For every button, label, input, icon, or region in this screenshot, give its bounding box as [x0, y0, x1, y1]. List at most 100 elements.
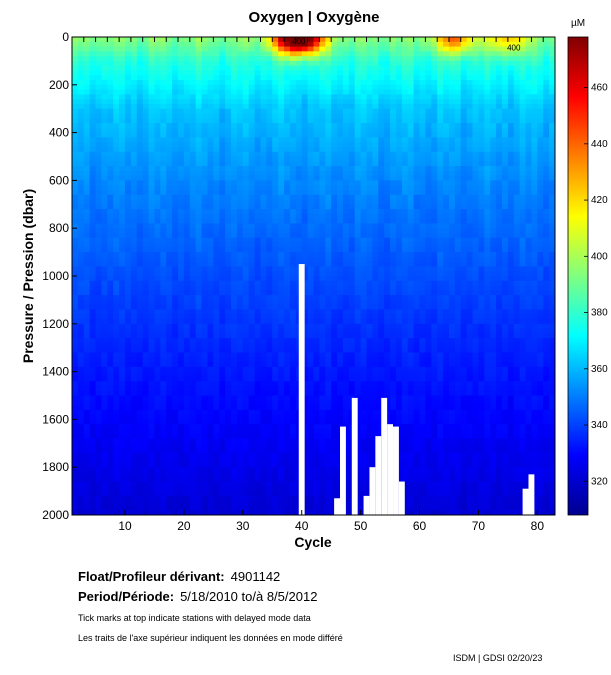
heatmap-cell [183, 276, 191, 282]
heatmap-cell [172, 209, 179, 215]
heatmap-cell [354, 467, 362, 473]
heatmap-cell [195, 448, 203, 454]
heatmap-cell [77, 452, 85, 459]
heatmap-cell [119, 151, 126, 157]
heatmap-cell [342, 51, 350, 57]
heatmap-cell [172, 256, 179, 263]
heatmap-cell [319, 357, 326, 363]
heatmap-cell [195, 228, 203, 234]
heatmap-cell [354, 228, 362, 234]
heatmap-cell [72, 127, 79, 134]
heatmap-cell [360, 309, 368, 315]
heatmap-cell [148, 237, 155, 244]
heatmap-cell [89, 146, 97, 153]
heatmap-cell [160, 89, 167, 95]
heatmap-cell [207, 357, 214, 363]
heatmap-cell [207, 89, 214, 95]
heatmap-cell [307, 333, 314, 339]
heatmap-cell [242, 175, 250, 181]
heatmap-cell [189, 347, 197, 353]
heatmap-cell [225, 462, 232, 468]
heatmap-cell [325, 156, 332, 162]
heatmap-cell [195, 51, 203, 57]
heatmap-cell [219, 314, 226, 320]
heatmap-cell [325, 510, 332, 516]
heatmap-cell [189, 94, 197, 100]
heatmap-cell [125, 342, 132, 349]
heatmap-cell [219, 161, 226, 167]
heatmap-cell [101, 400, 108, 406]
heatmap-cell [260, 266, 267, 272]
heatmap-cell [107, 419, 114, 425]
heatmap-cell [119, 194, 126, 201]
heatmap-cell [325, 347, 332, 353]
heatmap-cell [266, 357, 273, 363]
heatmap-cell [337, 314, 344, 320]
heatmap-cell [160, 132, 167, 138]
heatmap-cell [101, 271, 108, 277]
heatmap-cell [195, 127, 203, 134]
heatmap-cell [360, 452, 368, 459]
heatmap-cell [195, 357, 203, 363]
heatmap-cell [166, 123, 173, 129]
heatmap-cell [207, 123, 214, 129]
heatmap-cell [284, 309, 291, 315]
heatmap-cell [313, 118, 320, 124]
heatmap-cell [213, 204, 220, 210]
heatmap-cell [295, 156, 303, 162]
heatmap-cell [189, 137, 197, 143]
heatmap-cell [354, 256, 362, 263]
heatmap-cell [348, 75, 356, 81]
heatmap-cell [301, 189, 309, 196]
heatmap-cell [307, 166, 314, 172]
heatmap-cell [183, 438, 191, 444]
heatmap-cell [260, 80, 267, 86]
heatmap-cell [266, 319, 273, 325]
heatmap-cell [289, 266, 297, 272]
heatmap-cell [95, 333, 102, 339]
heatmap-cell [260, 405, 267, 411]
heatmap-cell [289, 433, 297, 440]
heatmap-cell [242, 137, 250, 143]
heatmap-cell [107, 271, 114, 277]
heatmap-cell [278, 476, 285, 483]
heatmap-cell [313, 357, 320, 363]
heatmap-cell [325, 99, 332, 105]
heatmap-cell [301, 185, 309, 191]
heatmap-cell [178, 362, 185, 368]
heatmap-cell [189, 180, 197, 186]
heatmap-cell [172, 185, 179, 191]
heatmap-cell [242, 60, 250, 67]
heatmap-cell [178, 323, 185, 330]
heatmap-cell [95, 266, 102, 272]
heatmap-cell [95, 510, 102, 516]
heatmap-cell [313, 232, 320, 239]
heatmap-cell [195, 299, 203, 306]
heatmap-cell [360, 132, 368, 138]
heatmap-cell [148, 108, 155, 114]
heatmap-cell [266, 37, 273, 43]
heatmap-cell [354, 175, 362, 181]
heatmap-cell [331, 84, 338, 91]
heatmap-cell [201, 443, 208, 449]
heatmap-cell [248, 381, 256, 387]
heatmap-cell [307, 385, 314, 392]
heatmap-cell [254, 204, 261, 210]
heatmap-cell [201, 103, 208, 110]
heatmap-cell [260, 495, 267, 502]
heatmap-cell [301, 342, 309, 349]
heatmap-cell [260, 156, 267, 162]
heatmap-cell [254, 433, 261, 440]
heatmap-cell [225, 123, 232, 129]
heatmap-cell [130, 156, 138, 162]
heatmap-cell [166, 41, 173, 48]
heatmap-cell [130, 223, 138, 229]
heatmap-cell [172, 166, 179, 172]
heatmap-cell [183, 299, 191, 306]
heatmap-cell [231, 84, 238, 91]
heatmap-cell [130, 366, 138, 373]
heatmap-cell [260, 505, 267, 511]
heatmap-cell [95, 209, 102, 215]
heatmap-cell [337, 338, 344, 344]
